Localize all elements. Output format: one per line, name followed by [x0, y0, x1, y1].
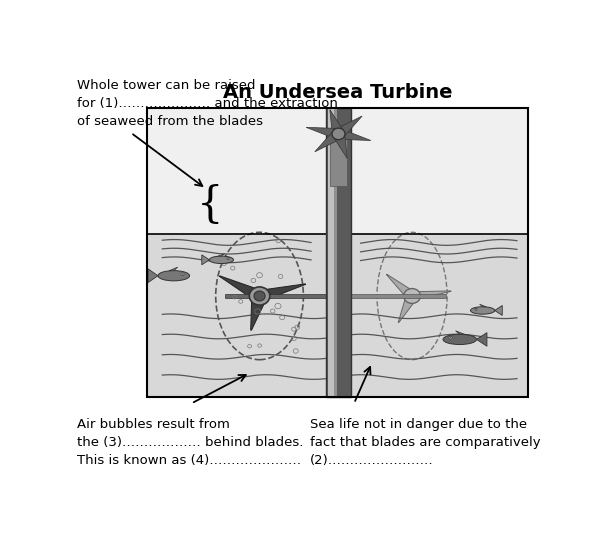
Bar: [225, 294, 326, 298]
Circle shape: [449, 337, 452, 339]
Ellipse shape: [158, 271, 190, 281]
Circle shape: [475, 308, 477, 310]
Polygon shape: [218, 253, 224, 256]
Polygon shape: [169, 267, 178, 271]
Bar: [330, 134, 347, 186]
Polygon shape: [337, 128, 371, 141]
Text: Air bubbles result from
the (3)……………… behind blades.
This is known as (4)…………………: Air bubbles result from the (3)……………… be…: [77, 418, 304, 467]
Bar: [334, 108, 337, 397]
Polygon shape: [476, 332, 487, 346]
Circle shape: [181, 273, 184, 275]
Circle shape: [332, 128, 345, 140]
Bar: [328, 108, 334, 397]
Polygon shape: [148, 269, 158, 282]
Text: {: {: [197, 184, 223, 226]
Circle shape: [254, 291, 265, 301]
Circle shape: [250, 287, 270, 305]
Polygon shape: [455, 331, 465, 335]
Ellipse shape: [209, 256, 233, 264]
Text: Whole tower can be raised
for (1)………………… and the extraction
of seaweed from the : Whole tower can be raised for (1)……………………: [77, 79, 338, 128]
Polygon shape: [306, 127, 340, 139]
Polygon shape: [411, 291, 451, 300]
Bar: [147, 234, 529, 397]
Polygon shape: [202, 255, 209, 265]
Bar: [147, 108, 529, 234]
Polygon shape: [334, 116, 362, 138]
Bar: [326, 108, 350, 397]
Text: Sea life not in danger due to the
fact that blades are comparatively
(2)……………………: Sea life not in danger due to the fact t…: [310, 418, 541, 467]
Text: An Undersea Turbine: An Undersea Turbine: [223, 83, 452, 102]
Polygon shape: [386, 274, 417, 299]
Bar: [147, 108, 529, 397]
Circle shape: [227, 258, 229, 259]
Circle shape: [182, 273, 183, 275]
Polygon shape: [315, 130, 343, 152]
Polygon shape: [332, 133, 347, 158]
Polygon shape: [220, 276, 264, 301]
Polygon shape: [398, 294, 418, 323]
Circle shape: [450, 337, 451, 338]
Polygon shape: [495, 306, 502, 315]
Polygon shape: [479, 304, 486, 307]
Bar: [350, 294, 446, 298]
Circle shape: [404, 288, 421, 303]
Polygon shape: [257, 284, 305, 301]
Ellipse shape: [470, 307, 495, 314]
Ellipse shape: [443, 335, 476, 345]
Polygon shape: [251, 295, 268, 330]
Polygon shape: [330, 110, 344, 135]
Circle shape: [227, 258, 229, 260]
